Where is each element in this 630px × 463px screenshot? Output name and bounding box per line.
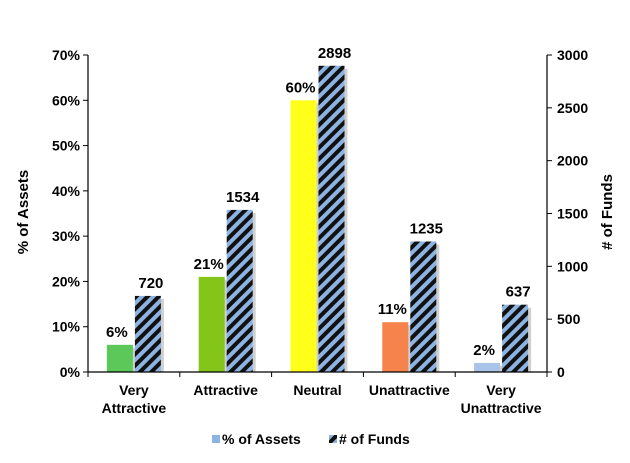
right-axis-title: # of Funds [599, 174, 616, 250]
left-tick-label: 10% [52, 319, 81, 335]
assets-bar [474, 362, 501, 372]
assets-bar [198, 276, 225, 372]
funds-bar [318, 65, 345, 372]
right-tick-label: 500 [557, 311, 581, 327]
right-axis-ticks: 0 500 1000 1500 2000 2500 3000 [547, 47, 588, 380]
right-tick-label: 1500 [557, 206, 588, 222]
funds-bar [134, 295, 161, 372]
left-axis-ticks: 0% 10% 20% 30% 40% 50% 60% 70% [52, 47, 88, 380]
legend-label-funds: # of Funds [339, 431, 410, 447]
funds-data-label: 1235 [410, 221, 443, 238]
funds-data-label: 637 [506, 284, 531, 301]
left-tick-label: 40% [52, 183, 81, 199]
assets-data-label: 6% [106, 324, 128, 341]
left-axis-title: % of Assets [15, 170, 32, 254]
legend-swatch-assets [212, 435, 220, 443]
category-label: Neutral [293, 382, 341, 398]
right-tick-label: 1000 [557, 258, 588, 274]
funds-bar [226, 209, 253, 372]
category-label: Attractive [193, 382, 258, 398]
left-tick-label: 60% [52, 92, 81, 108]
assets-data-label: 2% [473, 342, 495, 359]
legend-swatch-funds [329, 435, 337, 443]
right-tick-label: 3000 [557, 47, 588, 63]
left-tick-label: 0% [60, 364, 81, 380]
funds-bar [410, 241, 437, 372]
left-tick-label: 50% [52, 138, 81, 154]
assets-bar [382, 322, 409, 372]
bars-group [106, 65, 532, 373]
funds-data-label: 2898 [318, 45, 351, 62]
category-label: Unattractive [369, 382, 450, 398]
assets-bar [290, 100, 317, 373]
legend-label-assets: % of Assets [222, 431, 301, 447]
axes-group [87, 55, 548, 377]
data-labels-group: 6% 720 21% 1534 60%2898 11% 1235 2% 637 [106, 45, 531, 359]
funds-data-label: 720 [138, 275, 163, 292]
assets-data-label: 11% [378, 301, 407, 318]
left-tick-label: 70% [52, 47, 81, 63]
category-labels-group: Very Attractive Attractive Neutral Unattract… [102, 382, 542, 416]
category-label: Very Unattractive [461, 382, 542, 416]
right-tick-label: 2500 [557, 100, 588, 116]
assets-data-label: 60% [285, 79, 315, 96]
right-tick-label: 2000 [557, 153, 588, 169]
left-tick-label: 30% [52, 228, 81, 244]
assets-bar [106, 344, 133, 372]
right-tick-label: 0 [557, 364, 565, 380]
funds-data-label: 1534 [226, 189, 260, 206]
funds-bar [502, 304, 529, 372]
assets-data-label: 21% [194, 256, 224, 273]
legend: % of Assets # of Funds [212, 431, 410, 447]
left-tick-label: 20% [52, 273, 81, 289]
category-label: Very Attractive [102, 382, 167, 416]
